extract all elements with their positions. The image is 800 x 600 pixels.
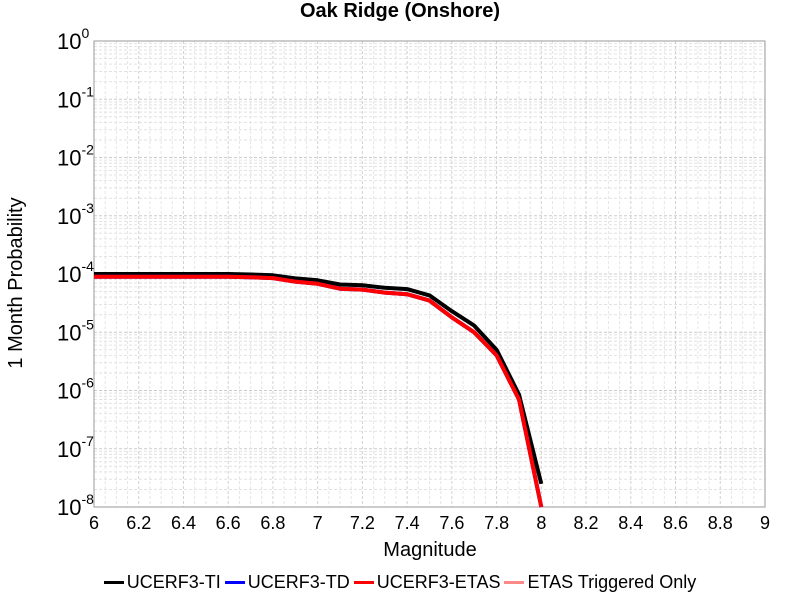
y-tick-label: 10-4	[57, 258, 94, 287]
series-layer	[94, 272, 544, 508]
y-axis-ticks: 100 10-1 10-2 10-3 10-4 10-5 10-6 10-7 10-8	[57, 25, 94, 520]
y-tick-label: 10-7	[57, 433, 94, 462]
legend-label: UCERF3-TI	[126, 571, 221, 592]
y-tick-label: 10-1	[57, 83, 94, 112]
legend-swatch	[224, 580, 245, 584]
legend-swatch	[353, 580, 374, 584]
y-tick-label: 10-8	[57, 491, 94, 520]
x-tick-label: 6	[89, 513, 99, 533]
x-tick-label: 6.6	[216, 513, 241, 533]
plot-grid	[93, 41, 766, 508]
x-tick-label: 7.8	[484, 513, 509, 533]
legend-item: UCERF3-TD	[224, 571, 350, 593]
x-tick-label: 8	[536, 513, 546, 533]
x-tick-label: 8.8	[708, 513, 733, 533]
x-axis-label: Magnitude	[383, 539, 476, 561]
y-tick-label: 100	[57, 25, 89, 54]
x-tick-label: 7.2	[350, 513, 375, 533]
x-tick-label: 6.8	[260, 513, 285, 533]
x-tick-label: 6.2	[126, 513, 151, 533]
series-line-2	[94, 274, 544, 508]
x-tick-label: 7.4	[395, 513, 420, 533]
chart-title: Oak Ridge (Onshore)	[300, 0, 500, 22]
legend-label: UCERF3-ETAS	[376, 571, 501, 592]
legend-swatch	[504, 580, 525, 584]
x-tick-label: 6.4	[171, 513, 196, 533]
series-line-0	[94, 272, 544, 485]
x-tick-label: 9	[760, 513, 770, 533]
legend-swatch	[103, 580, 124, 584]
x-tick-label: 8.6	[663, 513, 688, 533]
y-axis-label: 1 Month Probability	[5, 197, 27, 368]
y-tick-label: 10-6	[57, 375, 94, 404]
legend-label: UCERF3-TD	[247, 571, 350, 592]
x-tick-label: 8.2	[574, 513, 599, 533]
x-tick-label: 7	[313, 513, 323, 533]
legend-item: UCERF3-ETAS	[353, 571, 501, 593]
y-tick-label: 10-2	[57, 142, 94, 171]
x-tick-label: 7.6	[439, 513, 464, 533]
x-tick-label: 8.4	[618, 513, 643, 533]
legend: UCERF3-TI UCERF3-TD UCERF3-ETAS ETAS Trigge…	[0, 568, 800, 596]
legend-label: ETAS Triggered Only	[527, 571, 697, 592]
y-tick-label: 10-3	[57, 200, 94, 229]
legend-item: ETAS Triggered Only	[504, 572, 696, 593]
x-axis-ticks: 6 6.2 6.4 6.6 6.8 7 7.2 7.4 7.6 7.8 8 8.2 8.4 8.6 8.8 9	[89, 513, 770, 533]
y-tick-label: 10-5	[57, 316, 94, 345]
legend-item: UCERF3-TI	[103, 571, 221, 593]
